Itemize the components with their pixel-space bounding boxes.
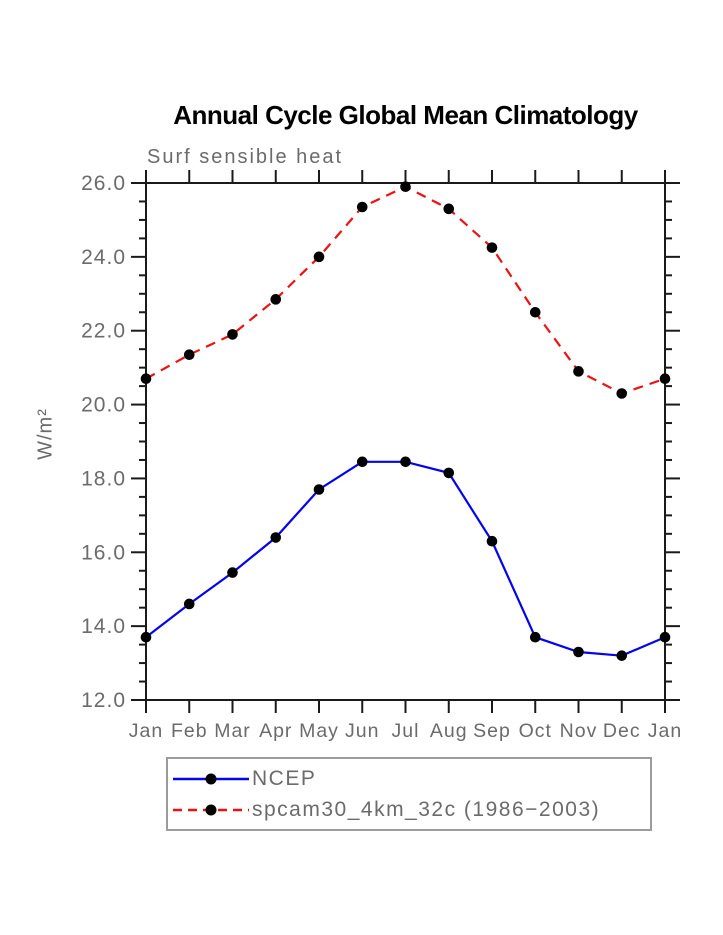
data-point [400,456,411,468]
x-tick-label: Jun [345,720,379,742]
legend-item-spcam: spcam30_4km_32c (1986−2003) [172,794,646,825]
series-line-1 [145,185,666,395]
chart-title: Annual Cycle Global Mean Climatology [173,100,638,130]
data-point [183,598,195,610]
x-tick-label: Aug [430,720,468,742]
data-point [529,631,541,643]
legend-item-ncep: NCEP [172,763,646,794]
data-point [356,456,368,468]
y-tick-label: 18.0 [81,467,126,490]
data-point [140,631,152,643]
data-point [313,251,325,263]
data-point [573,646,584,658]
x-tick-label: Jul [392,720,420,742]
x-tick-label: Feb [171,720,208,742]
data-point [443,467,455,479]
data-point [140,373,152,385]
x-tick-label: Jan [648,720,682,742]
data-point [356,201,368,213]
series-line-0 [145,460,666,657]
data-point [227,329,238,340]
data-point [313,484,325,495]
data-point [270,532,282,543]
data-point-markers [140,181,671,661]
data-point [486,242,498,253]
x-tick-label: Oct [519,720,552,742]
x-axis-tick-labels: Jan Feb Mar Apr May Jun Jul Aug Sep Oct Nov Dec Jan [129,720,682,742]
data-point [659,631,671,643]
x-tick-label: Mar [214,720,251,742]
chart-subtitle: Surf sensible heat [147,146,344,168]
y-tick-label: 24.0 [81,246,126,269]
data-point [573,366,584,377]
y-tick-label: 20.0 [81,394,126,417]
x-tick-label: Apr [259,720,292,742]
data-point [270,294,282,305]
data-point [183,349,195,361]
x-tick-label: May [299,720,339,742]
legend-label-spcam: spcam30_4km_32c (1986−2003) [252,797,601,821]
data-point [443,203,455,215]
series-0 [145,460,666,657]
x-tick-label: Sep [473,720,511,742]
legend-marker-dot [205,773,217,784]
y-tick-label: 26.0 [81,172,126,195]
legend-swatch-ncep [173,773,249,784]
data-point [529,306,541,318]
legend-swatch-spcam [173,804,249,815]
axes-frame-and-ticks [131,170,680,713]
legend-box: NCEP spcam30_4km_32c (1986−2003) [166,757,652,831]
data-point [486,535,498,547]
data-point [616,650,628,661]
data-point [227,567,238,578]
y-tick-label: 12.0 [81,689,126,712]
legend-marker-dot [205,804,217,815]
legend-label-ncep: NCEP [252,766,317,790]
y-tick-label: 22.0 [81,320,126,343]
data-point [659,373,671,385]
x-tick-label: Dec [603,720,641,742]
data-point [400,181,411,192]
series-1 [145,185,666,395]
y-tick-label: 14.0 [81,615,126,638]
y-axis-tick-labels: 26.0 24.0 22.0 20.0 18.0 16.0 14.0 12.0 [81,172,126,712]
x-tick-label: Nov [560,720,598,742]
data-point [616,388,628,399]
x-tick-label: Jan [129,720,163,742]
y-tick-label: 16.0 [81,541,126,564]
